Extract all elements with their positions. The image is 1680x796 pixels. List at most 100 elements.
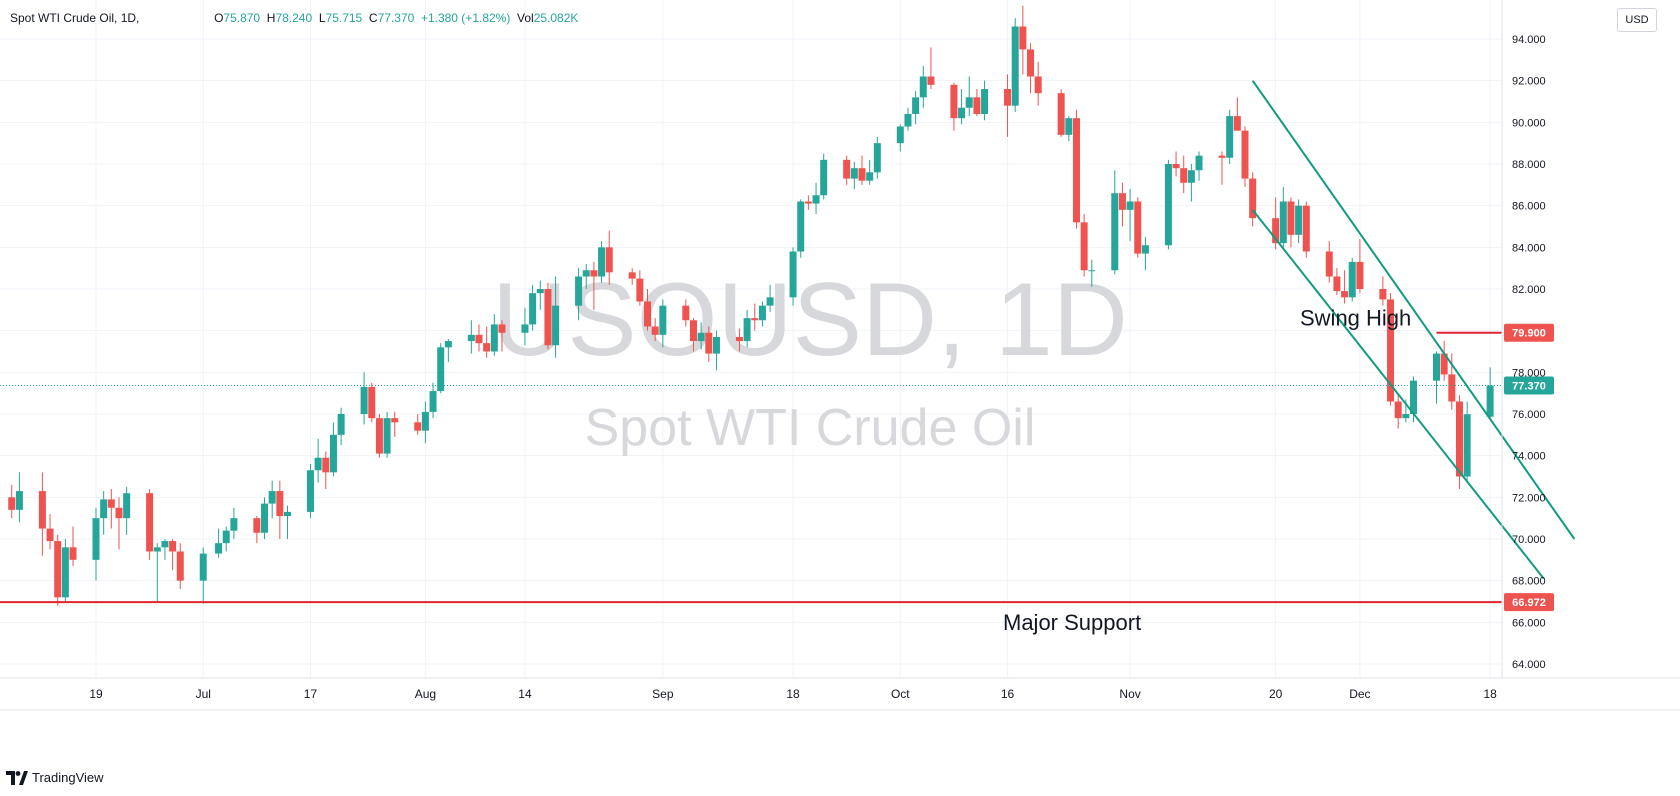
x-tick-label: 14 [518, 687, 532, 701]
candle-down [483, 326, 491, 358]
candle-body [276, 491, 284, 517]
candle-down [1287, 197, 1295, 248]
candle-body [322, 457, 330, 473]
candle-body [1241, 130, 1249, 179]
candle-body [1433, 353, 1440, 381]
candle-down [1057, 88, 1065, 137]
x-tick-label: Dec [1349, 687, 1370, 701]
candle-body [973, 97, 981, 114]
legend-high-value: 78.240 [275, 11, 313, 25]
candle-body [689, 320, 697, 342]
candle-body [429, 391, 437, 412]
candle-body [820, 159, 828, 196]
candle-body [176, 551, 184, 581]
candle-body [743, 318, 751, 342]
candle-up [383, 411, 391, 458]
candle-body [153, 547, 161, 552]
y-tick-label: 66.000 [1512, 617, 1546, 629]
candles [8, 5, 1494, 606]
candle-body [46, 528, 54, 542]
candle-body [590, 270, 598, 277]
x-tick-label: 17 [304, 687, 318, 701]
candle-up [1279, 186, 1287, 250]
candle-up [153, 543, 161, 602]
candle-body [950, 84, 958, 119]
candle-down [1272, 197, 1280, 250]
candle-down [146, 488, 154, 560]
candle-body [100, 499, 108, 519]
candle-body [552, 305, 560, 346]
candle-up [284, 505, 291, 539]
x-tick-label: 16 [1001, 687, 1015, 701]
candle-body [804, 201, 812, 204]
currency-button[interactable]: USD [1617, 8, 1657, 32]
candle-down [590, 261, 598, 310]
candle-up [981, 80, 989, 121]
candle-up [743, 309, 751, 348]
candle-down [169, 538, 177, 571]
candle-down [973, 88, 981, 117]
candle-up [582, 263, 590, 289]
candle-up [1111, 170, 1119, 275]
candle-body [1088, 270, 1096, 272]
candle-body [38, 491, 46, 529]
swing-high-price-label: 79.900 [1504, 323, 1554, 342]
y-tick-label: 88.000 [1512, 159, 1546, 171]
x-tick-label: Sep [652, 687, 674, 701]
candle-up [919, 66, 927, 108]
candle-up [199, 547, 207, 604]
candle-up [598, 241, 606, 283]
candle-body [123, 493, 131, 519]
candle-body [1019, 26, 1027, 50]
candle-up [1463, 401, 1471, 481]
candle-body [146, 493, 154, 552]
y-tick-label: 68.000 [1512, 576, 1546, 588]
candle-up [261, 497, 269, 539]
candle-body [1333, 276, 1341, 292]
candle-down [644, 288, 652, 331]
candle-up [521, 307, 529, 346]
candle-body [636, 278, 644, 302]
y-tick-label: 78.000 [1512, 367, 1546, 379]
candle-body [1126, 201, 1134, 210]
candle-down [1249, 172, 1257, 227]
candle-down [54, 534, 62, 606]
candle-up [820, 153, 828, 200]
candle-down [1241, 126, 1249, 187]
candle-up [161, 538, 169, 560]
candle-body [329, 434, 337, 473]
candle-body [414, 422, 422, 431]
legend-high-label: H [266, 11, 276, 25]
candle-down [46, 513, 54, 550]
watermark: USOUSD, 1D Spot WTI Crude Oil [492, 262, 1128, 457]
tradingview-branding[interactable]: TradingView [6, 770, 104, 785]
candle-body [1164, 163, 1172, 246]
candle-body [1356, 261, 1364, 289]
candle-body [981, 88, 989, 114]
candle-body [475, 334, 483, 344]
candle-up [230, 507, 238, 539]
candle-down [375, 413, 383, 458]
candle-body [1455, 401, 1463, 477]
candle-body [843, 159, 851, 179]
legend-symbol[interactable]: Spot WTI Crude Oil, 1D, [10, 11, 140, 25]
candle-body [1279, 201, 1287, 244]
candle-body [1027, 49, 1035, 77]
candle-body [712, 336, 720, 354]
candle-up [575, 268, 583, 321]
candle-body [253, 518, 261, 533]
candle-body [421, 411, 429, 431]
y-tick-label: 82.000 [1512, 284, 1546, 296]
candle-down [636, 270, 644, 306]
candle-down [475, 324, 483, 352]
candle-up [360, 372, 368, 425]
candle-body [1249, 178, 1257, 219]
candle-body [866, 172, 874, 181]
candle-up [712, 330, 720, 371]
candle-body [582, 270, 590, 277]
candle-down [735, 328, 743, 352]
swing-high-annotation: Swing High [1300, 306, 1411, 331]
channel-lower-line [1251, 209, 1545, 580]
candle-up [437, 343, 445, 394]
